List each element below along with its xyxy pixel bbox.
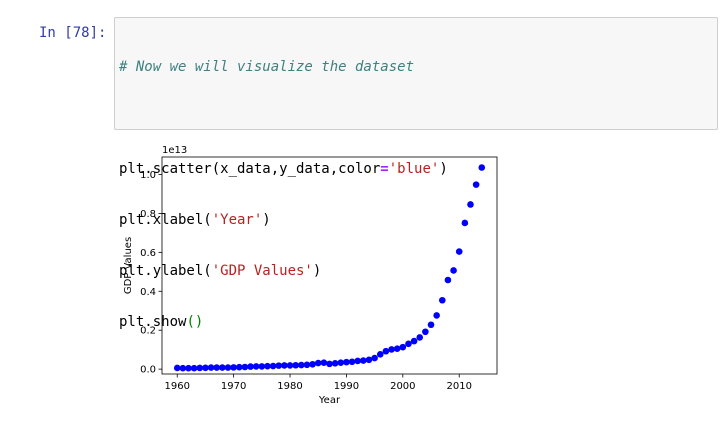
x-tick-label: 1960 — [165, 381, 190, 392]
code-text: ) — [312, 263, 322, 279]
scatter-point — [337, 359, 345, 367]
scatter-point — [438, 296, 446, 304]
scatter-point — [410, 337, 418, 345]
scatter-point — [348, 358, 356, 366]
scatter-point — [326, 360, 333, 368]
scatter-point — [354, 357, 361, 365]
scatter-point — [461, 219, 469, 227]
code-operator: = — [380, 161, 389, 177]
scatter-point — [292, 361, 299, 369]
scatter-point — [343, 358, 350, 366]
scatter-point — [399, 343, 407, 351]
code-comment: # Now we will visualize the dataset — [119, 59, 415, 75]
scatter-point — [455, 248, 463, 255]
y-tick-label: 0.0 — [140, 365, 156, 376]
scatter-point — [252, 363, 260, 370]
code-text: plt.ylabel( — [119, 263, 212, 279]
scatter-point — [230, 364, 237, 371]
scatter-point — [388, 346, 395, 353]
code-text: plt.scatter(x_data,y_data,color — [119, 161, 381, 177]
scatter-point — [450, 267, 457, 274]
y-tick-label: 0.2 — [140, 326, 156, 337]
scatter-point — [275, 362, 283, 369]
scatter-point — [190, 364, 198, 372]
scatter-point — [179, 364, 187, 372]
scatter-point — [185, 364, 192, 372]
scatter-point — [478, 164, 486, 171]
cell-prompt: In [78]: — [39, 25, 107, 41]
scatter-point — [382, 347, 390, 355]
code-parens: () — [186, 314, 204, 330]
scatter-point — [393, 345, 401, 352]
code-line-ylabel: plt.ylabel('GDP Values') — [119, 263, 448, 280]
code-text: ) — [439, 161, 448, 177]
code-string: 'blue' — [388, 161, 440, 177]
x-axis-label: Year — [318, 395, 341, 406]
scatter-point — [467, 201, 474, 208]
scatter-point — [281, 362, 288, 369]
scatter-point — [173, 364, 181, 372]
x-tick-label: 2010 — [446, 381, 471, 392]
x-tick-label: 1970 — [221, 381, 246, 392]
plot-frame — [161, 156, 498, 375]
y-tick-label: 0.8 — [140, 209, 156, 220]
y-tick-label: 0.4 — [140, 287, 156, 298]
scatter-point — [433, 312, 440, 319]
code-line-xlabel: plt.xlabel('Year') — [119, 212, 448, 229]
scatter-point — [416, 334, 424, 341]
scatter-point — [258, 363, 266, 370]
scatter-point — [202, 364, 209, 372]
code-text: ) — [262, 212, 271, 228]
scatter-point — [235, 363, 243, 371]
scatter-point — [331, 359, 339, 367]
x-tick-label: 2000 — [390, 381, 415, 392]
scatter-point — [371, 354, 378, 362]
x-tick-label: 1990 — [334, 381, 359, 392]
cell-output: 1960 1970 1980 1990 2000 2010 0.0 0.2 0.4 0.6 0.8 1… — [110, 140, 510, 415]
scatter-point — [207, 364, 215, 371]
scatter-point — [264, 362, 271, 370]
scatter-chart: 1960 1970 1980 1990 2000 2010 0.0 0.2 0.4 0.6 0.8 1… — [123, 145, 498, 406]
scatter-point — [219, 364, 226, 371]
scatter-point — [309, 360, 316, 368]
scatter-point — [314, 359, 322, 367]
code-line-comment: # Now we will visualize the dataset — [119, 59, 448, 76]
code-cell-input[interactable]: # Now we will visualize the dataset plt.… — [114, 17, 718, 330]
code-line-show: plt.show() — [119, 314, 448, 331]
scatter-point — [360, 357, 367, 364]
scatter-point — [196, 364, 204, 372]
code-text: plt.show — [119, 314, 187, 330]
scatter-point — [376, 351, 384, 358]
scatter-point — [427, 321, 435, 329]
scatter-point — [213, 364, 221, 371]
code-string: 'GDP Values' — [211, 263, 313, 279]
y-axis-label: GDP Values — [123, 237, 134, 294]
scatter-point — [422, 328, 429, 336]
scatter-point — [365, 356, 373, 364]
scatter-point — [303, 361, 311, 369]
scatter-point — [286, 362, 294, 369]
scatter-point — [224, 364, 232, 371]
scatter-point — [298, 361, 305, 369]
code-string: 'Year' — [211, 212, 263, 228]
scatter-point — [444, 276, 452, 284]
y-offset-label: 1e13 — [162, 145, 187, 156]
y-tick-label: 1.0 — [140, 170, 156, 181]
scatter-point — [247, 363, 254, 370]
scatter-point — [269, 362, 277, 370]
scatter-point — [472, 181, 480, 188]
x-tick-label: 1980 — [277, 381, 302, 392]
code-line-scatter: plt.scatter(x_data,y_data,color='blue') — [119, 161, 448, 178]
y-tick-label: 0.6 — [140, 248, 156, 259]
scatter-point — [320, 359, 328, 367]
code-text: plt.xlabel( — [119, 212, 212, 228]
code-line-blank — [119, 110, 448, 127]
scatter-point — [241, 363, 249, 371]
scatter-point — [405, 340, 412, 348]
code-editor[interactable]: # Now we will visualize the dataset plt.… — [119, 25, 448, 365]
